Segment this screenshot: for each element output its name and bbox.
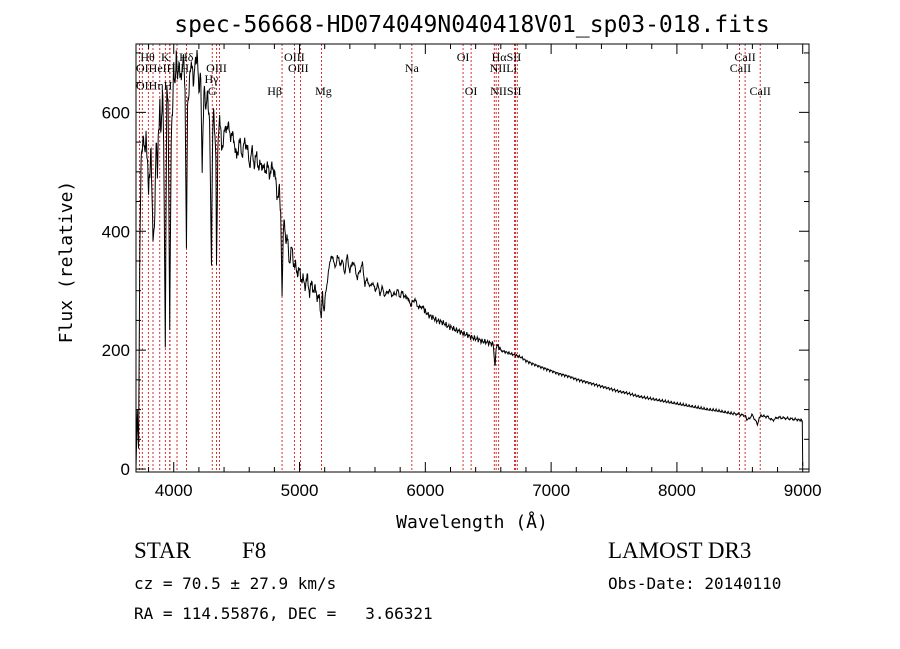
line-label: NIISII [490,84,521,98]
line-label: OIHηH [136,79,173,93]
y-tick-label: 400 [102,222,130,241]
x-axis-label: Wavelength (Å) [396,511,548,533]
line-label: G [208,84,217,98]
line-label: Hθ [140,50,155,64]
object-type: STAR [134,538,191,563]
y-axis-label: Flux (relative) [56,181,77,344]
line-label: CaII [734,50,755,64]
ra-dec: RA = 114.55876, DEC = 3.66321 [134,604,433,623]
x-tick-label: 7000 [532,481,570,500]
x-tick-label: 9000 [784,481,822,500]
plot-frame [135,43,810,473]
line-label: HαSII [492,50,522,64]
y-tick-label: 200 [102,341,130,360]
survey-name: LAMOST DR3 [608,538,752,563]
line-label: CaII [730,61,751,75]
x-tick-label: 5000 [281,481,319,500]
line-label: Hγ [204,72,219,86]
line-label: Na [405,61,420,75]
line-label: Hβ [267,84,282,98]
line-label: OI [457,50,470,64]
line-label: OIII [206,61,227,75]
line-label: OIII [288,61,309,75]
line-label: NIILi [490,61,518,75]
chart-title: spec-56668-HD074049N040418V01_sp03-018.f… [174,12,769,38]
x-tick-label: 6000 [406,481,444,500]
obs-date: Obs-Date: 20140110 [608,574,782,593]
y-tick-label: 0 [121,460,130,479]
line-label: Mg [315,84,332,98]
line-label: K [161,50,170,64]
line-label: CaII [750,84,771,98]
spectrum-line [135,50,804,470]
redshift-cz: cz = 70.5 ± 27.9 km/s [134,574,337,593]
x-tick-label: 4000 [155,481,193,500]
subclass: F8 [242,538,267,563]
y-tick-label: 600 [102,103,130,122]
line-label: OI [465,84,478,98]
x-tick-label: 8000 [658,481,696,500]
